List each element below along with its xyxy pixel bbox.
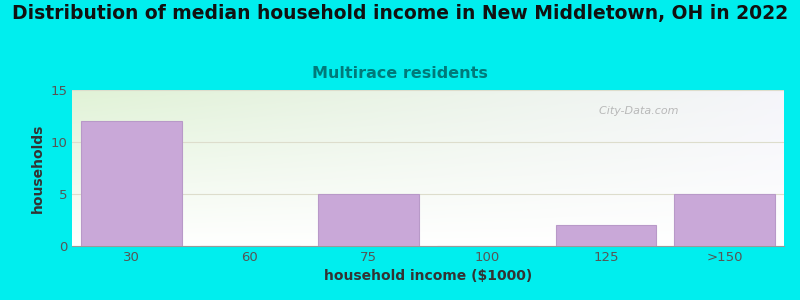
Text: City-Data.com: City-Data.com (592, 106, 678, 116)
Bar (555, 225, 657, 246)
Text: Distribution of median household income in New Middletown, OH in 2022: Distribution of median household income … (12, 4, 788, 23)
Text: Multirace residents: Multirace residents (312, 66, 488, 81)
Y-axis label: households: households (30, 123, 45, 213)
Bar (674, 194, 775, 246)
Bar (318, 194, 419, 246)
Bar (81, 121, 182, 246)
X-axis label: household income ($1000): household income ($1000) (324, 269, 532, 284)
